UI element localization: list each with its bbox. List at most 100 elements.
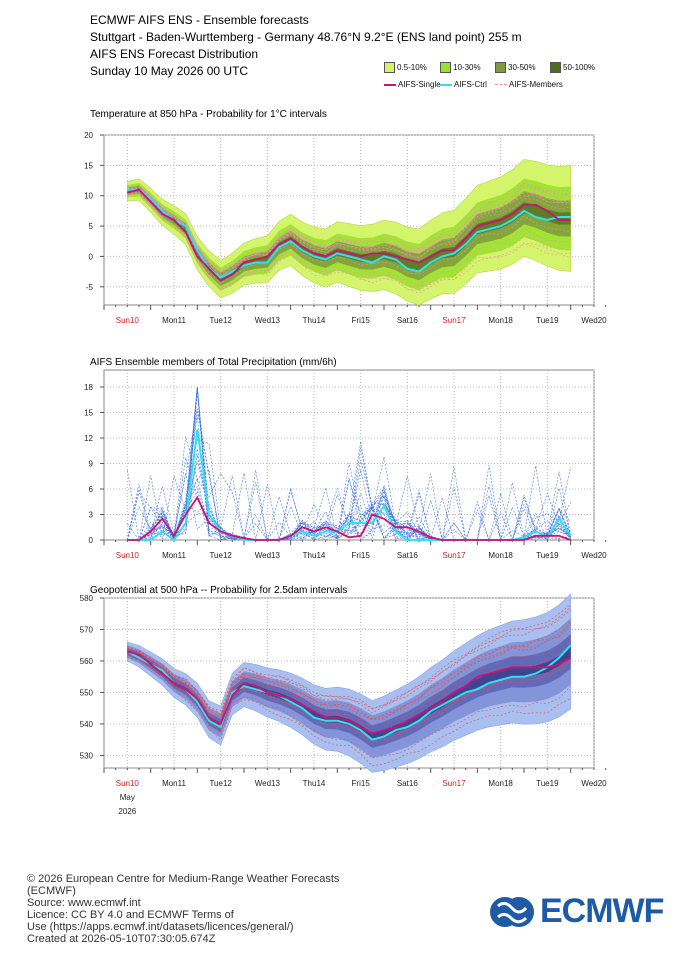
x-tick-label: Fri15 <box>352 551 371 560</box>
footer-org: (ECMWF) <box>27 885 76 897</box>
ensemble-member-line <box>127 186 571 273</box>
probability-band-3 <box>127 185 571 286</box>
y-tick-label: 15 <box>84 409 93 418</box>
legend-swatch <box>440 62 451 73</box>
x-tick-label: Mon18 <box>488 551 513 560</box>
legend-item-prob-1: 0.5-10% <box>384 62 427 73</box>
x-tick-label: Thu14 <box>303 551 326 560</box>
x-tick-label: Tue12 <box>209 316 232 325</box>
ensemble-member-line <box>127 621 571 720</box>
legend-line <box>495 84 507 85</box>
legend-label: 30-50% <box>508 63 536 72</box>
x-tick-label: Wed13 <box>255 779 281 788</box>
x-tick-label: Tue19 <box>536 316 559 325</box>
y-tick-label: 15 <box>84 161 93 170</box>
x-tick-label: Sun10 <box>116 779 140 788</box>
series-line-single <box>127 650 572 735</box>
series-line-ctrl <box>127 188 571 279</box>
ecmwf-logo-text: ECMWF <box>540 892 664 930</box>
y-tick-label: 0 <box>89 252 94 261</box>
x-tick-label: Mon11 <box>162 551 186 560</box>
y-tick-label: 6 <box>89 485 94 494</box>
legend: 0.5-10% 10-30% 30-50% 50-100% AIFS-Singl… <box>384 62 624 94</box>
y-tick-label: 550 <box>80 688 94 697</box>
x-year-label: 2026 <box>118 807 136 816</box>
x-tick-label: Mon11 <box>162 316 186 325</box>
legend-swatch <box>550 62 561 73</box>
x-tick-label: Sun10 <box>116 316 140 325</box>
x-tick-label: Fri15 <box>352 779 371 788</box>
y-tick-label: 3 <box>89 511 94 520</box>
legend-label: AIFS-Members <box>509 80 563 89</box>
x-tick-label: Thu14 <box>303 779 326 788</box>
ensemble-member-line <box>127 191 571 294</box>
x-tick-label: Tue19 <box>536 779 559 788</box>
x-tick-label: Wed20 <box>581 316 607 325</box>
x-tick-label: Wed20 <box>581 779 607 788</box>
chart-precipitation: 0 3 6 9 12 15 18 Sun10 Mon11 Tue12 Wed13 Thu14 Fri15… <box>84 369 607 560</box>
legend-line <box>384 83 396 86</box>
legend-item-prob-4: 50-100% <box>550 62 595 73</box>
ensemble-member-line <box>127 656 571 767</box>
y-tick-label: 580 <box>80 594 94 603</box>
y-tick-label: 20 <box>84 131 93 140</box>
x-tick-label: Sat16 <box>397 316 418 325</box>
y-tick-label: 12 <box>84 434 93 443</box>
x-tick-label: Tue19 <box>536 551 559 560</box>
legend-item-prob-3: 30-50% <box>495 62 536 73</box>
ensemble-member-line <box>127 604 571 715</box>
x-tick-label: Wed20 <box>581 551 607 560</box>
header-location: Stuttgart - Baden-Wurttemberg - Germany … <box>90 30 522 44</box>
y-tick-label: 5 <box>89 222 94 231</box>
x-tick-label: Fri15 <box>352 316 371 325</box>
legend-item-single: AIFS-Single <box>384 80 441 89</box>
legend-item-members: AIFS-Members <box>495 80 563 89</box>
footer-copyright: © 2026 European Centre for Medium-Range … <box>27 873 340 885</box>
chart-title-temperature: Temperature at 850 hPa - Probability for… <box>90 109 327 120</box>
ensemble-member-line <box>127 622 571 720</box>
header-title: ECMWF AIFS ENS - Ensemble forecasts <box>90 13 309 27</box>
legend-label: 0.5-10% <box>397 63 427 72</box>
chart-title-precipitation: AIFS Ensemble members of Total Precipita… <box>90 357 337 368</box>
x-month-label: May <box>120 793 135 802</box>
ensemble-member-line <box>127 656 571 759</box>
x-tick-label: Sat16 <box>397 551 418 560</box>
plot-frame <box>103 369 595 541</box>
header-date: Sunday 10 May 2026 00 UTC <box>90 64 249 78</box>
y-tick-label: 10 <box>84 192 93 201</box>
ecmwf-logo: ECMWF <box>488 892 664 931</box>
ensemble-member-line <box>127 191 571 291</box>
y-tick-label: 540 <box>80 720 94 729</box>
y-tick-label: 570 <box>80 625 94 634</box>
ensemble-member-line <box>127 182 571 271</box>
footer-source: Source: www.ecmwf.int <box>27 897 141 909</box>
series-line-single <box>127 495 572 541</box>
legend-label: 10-30% <box>453 63 481 72</box>
x-tick-label: Thu14 <box>303 316 326 325</box>
footer-created: Created at 2026-05-10T07:30:05.674Z <box>27 933 216 945</box>
series-line-single <box>127 188 571 282</box>
legend-item-prob-2: 10-30% <box>440 62 481 73</box>
legend-line <box>440 83 452 86</box>
ensemble-member-line <box>127 191 571 284</box>
x-tick-label: Mon18 <box>488 779 513 788</box>
y-tick-label: 0 <box>89 536 94 545</box>
footer-licence-url: Use (https://apps.ecmwf.int/datasets/lic… <box>27 921 294 933</box>
ensemble-member-line <box>127 636 571 728</box>
legend-item-ctrl: AIFS-Ctrl <box>440 80 487 89</box>
x-tick-label: Sun17 <box>442 316 466 325</box>
footer-credits: © 2026 European Centre for Medium-Range … <box>27 873 339 945</box>
legend-swatch <box>384 62 395 73</box>
x-tick-label: Sat16 <box>397 779 418 788</box>
x-tick-label: Mon11 <box>162 779 186 788</box>
legend-swatch <box>495 62 506 73</box>
ensemble-member-line <box>127 624 571 720</box>
x-tick-label: Tue12 <box>209 779 232 788</box>
legend-label: AIFS-Ctrl <box>454 80 487 89</box>
y-tick-label: -5 <box>86 283 94 292</box>
legend-label: 50-100% <box>563 63 596 72</box>
y-tick-label: 9 <box>89 460 94 469</box>
y-tick-label: 560 <box>80 657 94 666</box>
x-tick-label: Wed13 <box>255 316 281 325</box>
chart-geopotential: 530 540 550 560 570 580 Sun10 Mon11 Tue12 Wed13 Th… <box>80 593 607 816</box>
